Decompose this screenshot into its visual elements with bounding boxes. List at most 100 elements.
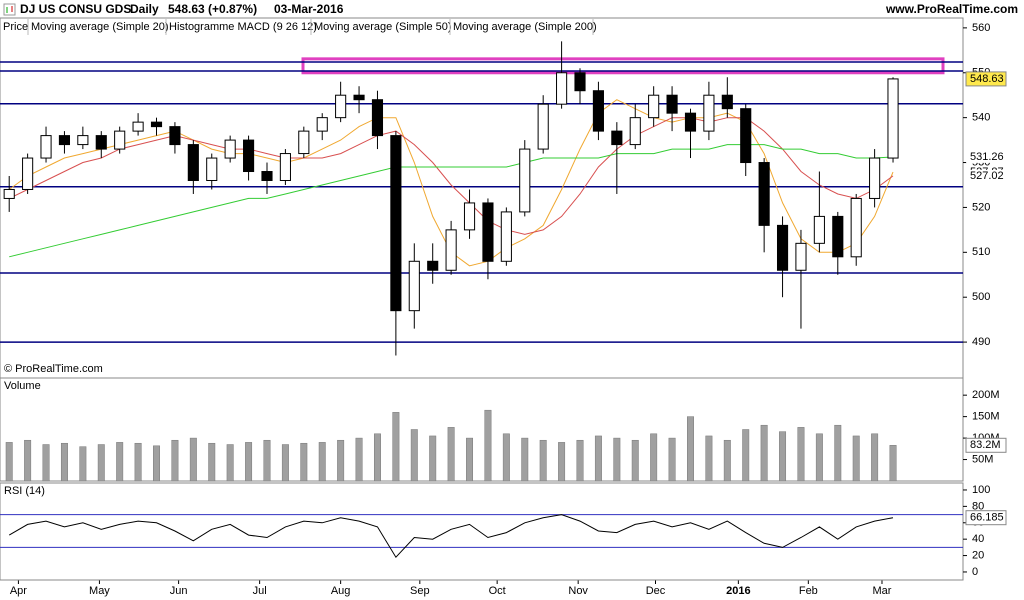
candle-body [850, 197, 862, 258]
candle-body [463, 202, 476, 231]
volume-bar [723, 439, 731, 482]
candle-body [869, 157, 881, 199]
y-tick-label: 520 [972, 201, 990, 213]
candle-body [537, 103, 549, 150]
x-tick-label: Jun [170, 585, 188, 597]
x-tick-label: Mar [873, 585, 892, 597]
candle-body [648, 94, 660, 119]
candle-body [519, 148, 531, 213]
volume-bar [245, 442, 253, 482]
candle-body [132, 121, 144, 132]
candle-body [500, 211, 512, 262]
candle-body [684, 112, 697, 132]
last-value-label: 83.2M [970, 439, 1001, 451]
candle-body [721, 94, 733, 110]
x-tick-label: Aug [331, 585, 351, 597]
candle-body [629, 117, 641, 146]
candle-body [58, 135, 71, 146]
volume-bar [760, 424, 768, 482]
volume-bar [594, 435, 602, 482]
candle-body [169, 126, 181, 146]
candle-body [887, 78, 899, 159]
volume-bar [466, 437, 474, 482]
date: 03-Mar-2016 [274, 2, 344, 16]
x-tick-label: May [89, 585, 110, 597]
y-tick-label: 40 [972, 533, 984, 545]
volume-bar [631, 439, 639, 482]
legend-entry: Moving average (Simple 50) [314, 21, 452, 33]
rsi-line [8, 514, 894, 559]
volume-bar [429, 435, 437, 482]
volume-bar [613, 437, 621, 482]
volume-bar [337, 439, 345, 482]
title: DJ US CONSU GDS [20, 2, 131, 16]
period: Daily [130, 2, 159, 16]
x-tick-label: Jul [253, 585, 267, 597]
candle-body [150, 121, 163, 128]
volume-bar [797, 427, 805, 482]
volume-bar [355, 437, 363, 482]
legend-entry: Histogramme MACD (9 26 12) [169, 21, 317, 33]
y-tick-label: 540 [972, 112, 990, 124]
candle-body [206, 157, 218, 181]
x-tick-label: Sep [410, 585, 430, 597]
volume-bar [576, 439, 584, 482]
candle-body [611, 130, 623, 146]
volume-bar [79, 446, 87, 482]
volume-bar [24, 439, 32, 482]
candle-body [40, 135, 52, 159]
volume-bar [171, 439, 179, 482]
candle-body [740, 108, 752, 164]
legend-entry: Moving average (Simple 200) [453, 21, 597, 33]
last-value-label: 548.63 [970, 73, 1004, 85]
candle-body [316, 117, 328, 132]
volume-bar [815, 433, 823, 482]
volume-bar [116, 442, 124, 482]
quote: 548.63 (+0.87%) [168, 2, 257, 16]
panel-title: RSI (14) [4, 485, 45, 497]
y-tick-label: 500 [972, 291, 990, 303]
candle-body [114, 130, 126, 150]
candle-body [22, 157, 34, 190]
last-value-box [965, 71, 1007, 87]
volume-bar [852, 435, 860, 482]
volume-bar [447, 427, 455, 482]
candle-body [187, 144, 199, 181]
y-tick-label: 560 [972, 22, 990, 34]
x-tick-label: Nov [568, 585, 588, 597]
last-value-label: 527.02 [970, 170, 1004, 182]
y-tick-label: 490 [972, 336, 990, 348]
candle-body [298, 130, 310, 155]
y-tick-label: 20 [972, 549, 984, 561]
x-tick-label: 2016 [726, 585, 750, 597]
volume-bar [410, 429, 418, 482]
candle-body [353, 94, 365, 101]
y-tick-label: 150M [972, 411, 1000, 423]
candle-body [482, 202, 494, 262]
volume-bar [484, 409, 492, 482]
last-value-bg [966, 150, 1006, 163]
volume-bar [153, 445, 160, 482]
volume-bar [687, 416, 694, 482]
site: www.ProRealTime.com [885, 2, 1018, 16]
candle-body [776, 224, 789, 271]
volume-bar [373, 433, 381, 482]
candle-body [813, 215, 825, 244]
x-tick-label: Apr [10, 585, 27, 597]
volume-bar [189, 437, 197, 482]
volume-bar [300, 442, 308, 482]
candle-body [371, 99, 384, 137]
volume-bar [318, 442, 326, 482]
candle-body [666, 94, 678, 114]
icon [3, 3, 16, 16]
volume-bar [5, 442, 13, 482]
volume-bar [521, 437, 529, 482]
last-value-box [965, 510, 1007, 526]
candle-body [408, 260, 420, 312]
volume-bar [539, 439, 547, 482]
last-value-box [965, 437, 1007, 453]
x-tick-label: Oct [489, 585, 506, 597]
volume-bar [742, 429, 750, 482]
